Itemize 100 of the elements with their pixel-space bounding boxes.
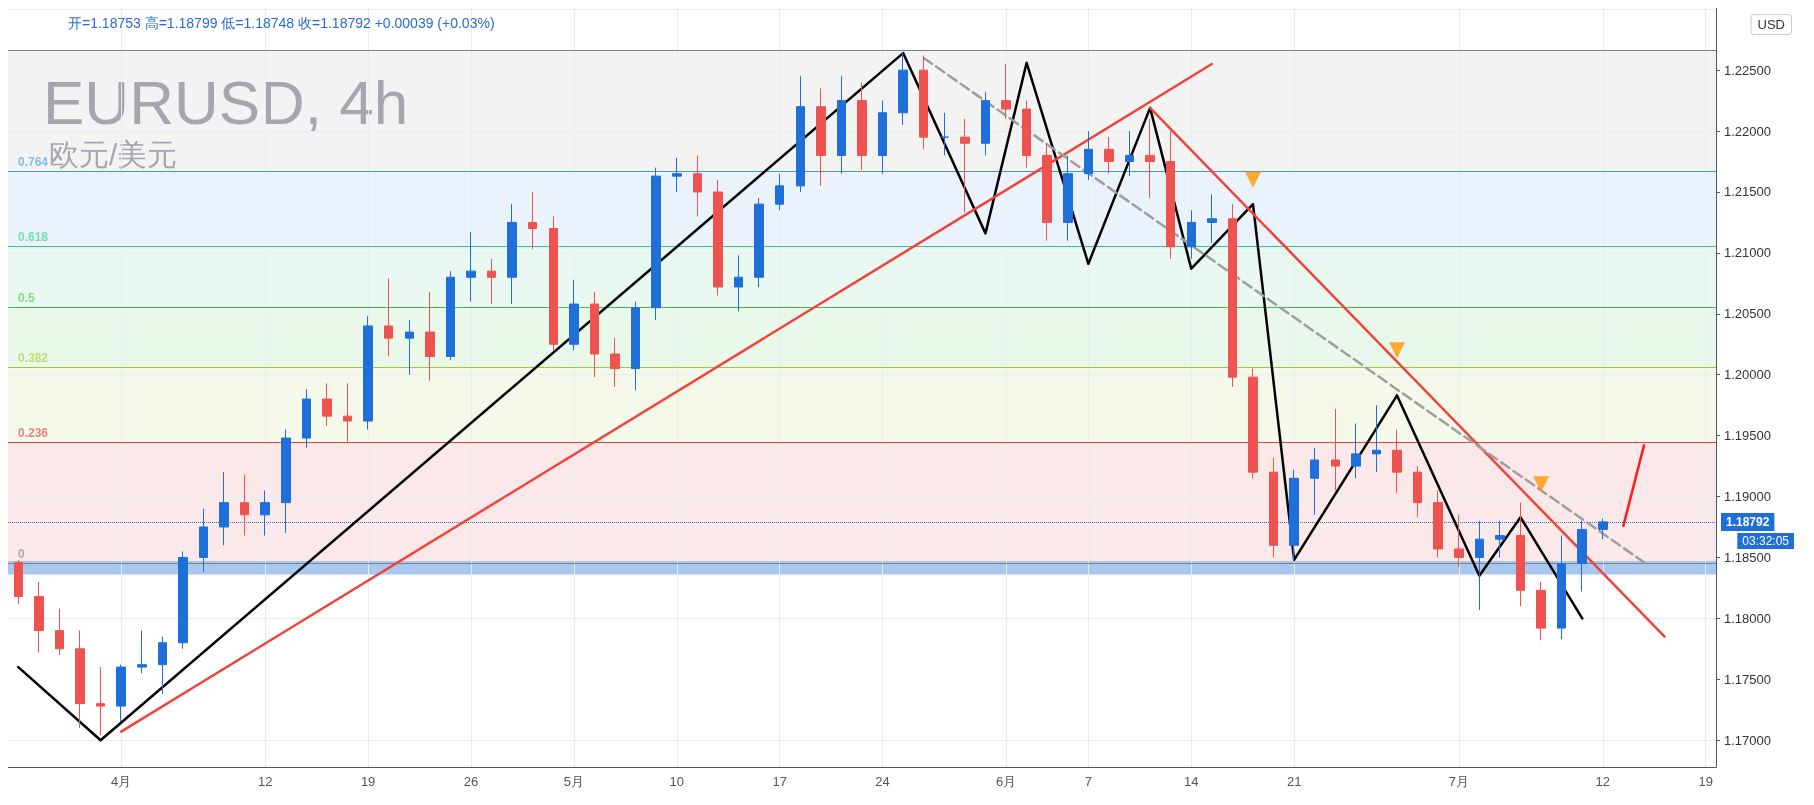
x-tick-label: 17 xyxy=(772,774,787,789)
annotation: 开=1.18753 高=1.18799 低=1.18748 收=1.18792 +0.00039 (+0.03%) xyxy=(68,15,495,31)
candlestick xyxy=(1392,429,1402,494)
x-tick-label: 5月 xyxy=(563,774,585,789)
point xyxy=(1533,476,1550,493)
candlestick xyxy=(1248,368,1258,479)
ref-line-label: 1.18792 xyxy=(1726,514,1770,529)
y-tick-label: 1.20500 xyxy=(1724,306,1771,322)
candlestick xyxy=(1001,63,1011,120)
text: 欧元/美元 xyxy=(49,137,178,171)
candlestick xyxy=(775,173,784,211)
candlestick xyxy=(363,315,373,431)
y-tick-label: 1.22500 xyxy=(1724,62,1771,78)
candlestick xyxy=(158,636,167,695)
y-tick-label: 1.19000 xyxy=(1724,489,1771,505)
x-tick-label: 19 xyxy=(1698,774,1713,789)
x-tick-label: 12 xyxy=(1595,774,1611,789)
y-tick-label: 1.18500 xyxy=(1724,549,1771,565)
candlestick xyxy=(1022,100,1031,169)
candlestick xyxy=(1063,154,1073,242)
text: 03:32:05 xyxy=(1742,533,1790,548)
candlestick xyxy=(405,319,414,376)
candlestick xyxy=(96,666,105,736)
candlestick xyxy=(137,630,147,674)
candlestick xyxy=(487,258,496,305)
candlestick xyxy=(631,301,640,392)
candlestick xyxy=(116,664,126,723)
y-tick-label: 1.18000 xyxy=(1724,610,1771,626)
candlestick xyxy=(857,81,867,171)
candlestick xyxy=(1536,581,1546,641)
candlestick xyxy=(672,157,682,193)
x-tick-label: 4月 xyxy=(111,774,132,789)
candlestick xyxy=(34,581,44,653)
candlestick xyxy=(940,112,949,156)
candlestick xyxy=(507,203,517,305)
candlestick xyxy=(240,474,249,537)
candlestick xyxy=(1125,130,1134,177)
candlestick xyxy=(693,154,702,217)
candlestick xyxy=(343,382,352,443)
candlestick xyxy=(1207,193,1217,244)
annotation: 0.382 xyxy=(18,351,49,366)
candlestick xyxy=(549,215,558,351)
candlestick xyxy=(816,87,826,187)
x-tick-label: 19 xyxy=(360,774,376,789)
candlestick xyxy=(754,197,764,288)
candlestick xyxy=(1454,514,1464,568)
candlestick xyxy=(878,100,887,175)
line-series xyxy=(17,51,1584,742)
annotation: 0.618 xyxy=(18,230,49,245)
y-axis-title: USD xyxy=(1757,17,1786,32)
candlestick xyxy=(981,91,990,156)
candlestick xyxy=(1310,447,1319,516)
y-tick-label: 1.21000 xyxy=(1724,245,1771,261)
point xyxy=(1389,342,1406,359)
y-tick-label: 1.17000 xyxy=(1724,732,1771,748)
point xyxy=(1244,171,1261,188)
candlestick xyxy=(178,550,188,650)
candlestick xyxy=(1516,502,1525,607)
y-tick-label: 1.19500 xyxy=(1724,428,1771,444)
y-tick-label: 1.22000 xyxy=(1724,123,1771,139)
candlestick xyxy=(322,382,332,427)
candlestick xyxy=(466,231,476,303)
x-tick-label: 10 xyxy=(669,774,685,789)
annotation: 0.5 xyxy=(18,290,36,305)
candlestick xyxy=(837,75,846,175)
candlestick xyxy=(425,291,435,382)
y-tick-label: 1.17500 xyxy=(1724,671,1771,687)
annotation: 0.764 xyxy=(18,155,49,170)
x-tick-label: 21 xyxy=(1286,774,1302,789)
candlestick xyxy=(1413,465,1422,518)
candlestick xyxy=(1351,422,1361,479)
candlestick xyxy=(55,608,64,656)
annotation: 0.236 xyxy=(18,426,49,441)
candlestick xyxy=(651,167,661,321)
candlestick xyxy=(898,51,908,126)
y-tick-label: 1.21500 xyxy=(1724,184,1771,200)
text: EURUSD, 4h xyxy=(43,67,409,137)
candlestick xyxy=(569,279,579,351)
candlestick xyxy=(610,337,620,388)
candlestick xyxy=(713,179,723,297)
candlestick xyxy=(960,118,970,214)
candlestick xyxy=(1269,457,1278,558)
candlestick xyxy=(1331,408,1340,491)
candlestick xyxy=(1145,118,1155,199)
x-tick-label: 7 xyxy=(1084,774,1092,789)
x-tick-label: 14 xyxy=(1184,774,1199,789)
candlestick xyxy=(446,270,455,361)
annotation: 0 xyxy=(18,547,25,562)
y-tick-label: 1.20000 xyxy=(1724,367,1771,383)
candlestick xyxy=(1187,209,1196,260)
x-tick-label: 12 xyxy=(257,774,273,789)
candlestick xyxy=(1084,130,1093,181)
candlestick xyxy=(14,559,23,605)
x-tick-label: 6月 xyxy=(995,774,1017,789)
x-tick-label: 24 xyxy=(875,774,890,789)
candlestick xyxy=(1433,489,1443,558)
candlestick xyxy=(734,254,743,312)
candlestick xyxy=(919,55,928,150)
candlestick xyxy=(1228,203,1237,388)
candlestick xyxy=(1557,535,1566,640)
